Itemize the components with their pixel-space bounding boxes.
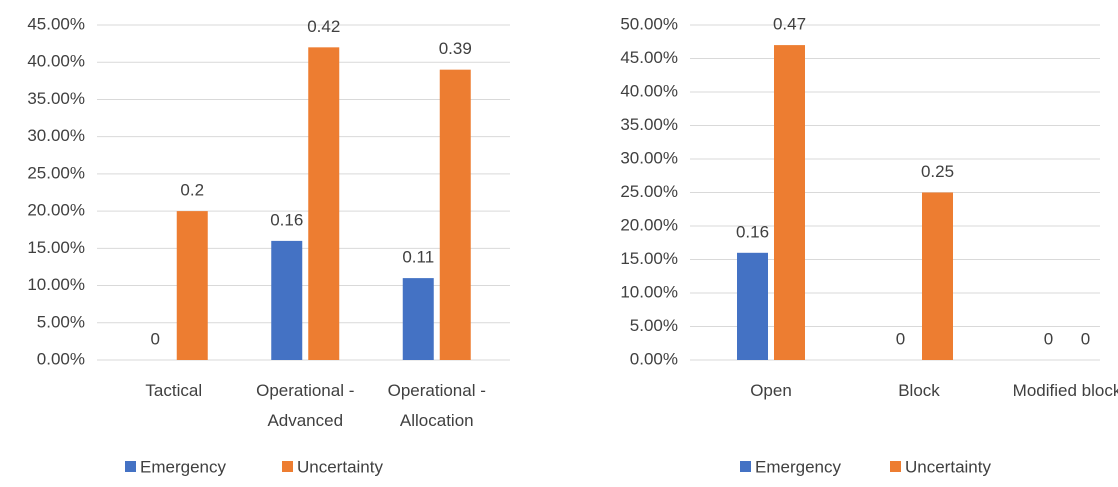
y-tick-label: 15.00% [27, 238, 85, 257]
data-label: 0.39 [439, 39, 472, 58]
data-label: 0 [151, 329, 160, 348]
legend-label: Emergency [140, 457, 226, 476]
y-tick-label: 45.00% [27, 14, 85, 33]
x-tick-label: Modified block [1013, 381, 1118, 400]
y-tick-label: 35.00% [27, 89, 85, 108]
y-tick-label: 30.00% [27, 126, 85, 145]
y-tick-label: 25.00% [620, 182, 678, 201]
y-tick-label: 35.00% [620, 115, 678, 134]
bar [737, 252, 768, 360]
y-tick-label: 50.00% [620, 14, 678, 33]
y-tick-label: 40.00% [620, 81, 678, 100]
x-tick-label: Tactical [145, 381, 202, 400]
y-tick-label: 20.00% [27, 201, 85, 220]
y-tick-label: 5.00% [630, 316, 678, 335]
legend-label: Uncertainty [905, 457, 991, 476]
x-tick-label: Block [898, 381, 940, 400]
legend-swatch [282, 461, 293, 472]
data-label: 0.16 [270, 210, 303, 229]
bar [271, 240, 303, 360]
legend-label: Emergency [755, 457, 841, 476]
legend-swatch [890, 461, 901, 472]
x-tick-label: Operational -Advanced [256, 381, 354, 430]
legend-swatch [125, 461, 136, 472]
y-tick-label: 45.00% [620, 48, 678, 67]
y-tick-label: 40.00% [27, 52, 85, 71]
y-tick-label: 0.00% [630, 349, 678, 368]
data-label: 0 [896, 329, 905, 348]
bar [774, 45, 805, 360]
y-tick-label: 15.00% [620, 249, 678, 268]
data-label: 0.42 [307, 17, 340, 36]
y-tick-label: 30.00% [620, 148, 678, 167]
data-label: 0 [1081, 329, 1090, 348]
bar [176, 211, 208, 360]
data-label: 0 [1044, 329, 1053, 348]
bar [308, 47, 340, 360]
data-label: 0.47 [773, 15, 806, 34]
legend-label: Uncertainty [297, 457, 383, 476]
y-tick-label: 20.00% [620, 215, 678, 234]
y-tick-label: 10.00% [27, 275, 85, 294]
x-tick-label: Open [750, 381, 792, 400]
data-label: 0.16 [736, 222, 769, 241]
bar [922, 192, 953, 360]
data-label: 0.2 [180, 181, 204, 200]
data-label: 0.11 [402, 248, 434, 267]
legend-swatch [740, 461, 751, 472]
y-tick-label: 25.00% [27, 163, 85, 182]
bar [439, 69, 471, 361]
bar [402, 278, 434, 360]
data-label: 0.25 [921, 162, 954, 181]
y-tick-label: 5.00% [37, 312, 85, 331]
x-tick-label: Operational -Allocation [388, 381, 486, 430]
y-tick-label: 0.00% [37, 349, 85, 368]
y-tick-label: 10.00% [620, 282, 678, 301]
